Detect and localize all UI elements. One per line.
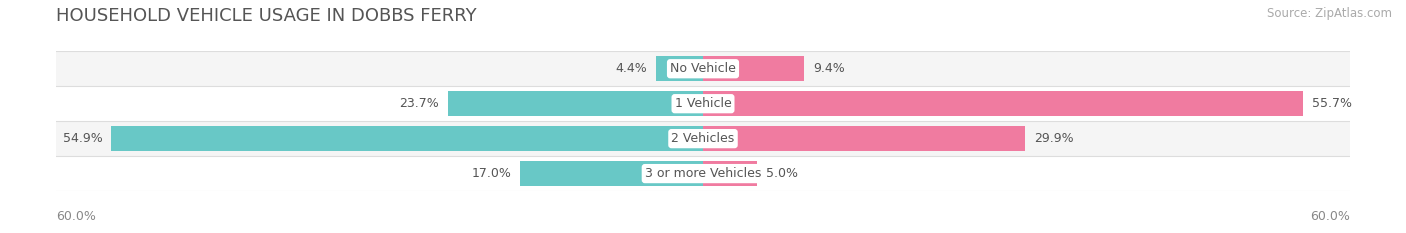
Text: 9.4%: 9.4% xyxy=(813,62,845,75)
Bar xyxy=(703,56,804,81)
Text: 5.0%: 5.0% xyxy=(765,167,797,180)
Text: 54.9%: 54.9% xyxy=(63,132,103,145)
Text: 3 or more Vehicles: 3 or more Vehicles xyxy=(645,167,761,180)
Text: Source: ZipAtlas.com: Source: ZipAtlas.com xyxy=(1267,7,1392,20)
Text: 60.0%: 60.0% xyxy=(56,210,96,223)
Text: 4.4%: 4.4% xyxy=(616,62,647,75)
Bar xyxy=(56,121,1350,156)
Text: 23.7%: 23.7% xyxy=(399,97,439,110)
Bar xyxy=(447,91,703,116)
Bar xyxy=(703,161,756,186)
Text: 60.0%: 60.0% xyxy=(1310,210,1350,223)
Text: 17.0%: 17.0% xyxy=(471,167,512,180)
Text: 1 Vehicle: 1 Vehicle xyxy=(675,97,731,110)
Bar xyxy=(56,156,1350,191)
Bar xyxy=(655,56,703,81)
Bar xyxy=(56,86,1350,121)
Text: 29.9%: 29.9% xyxy=(1033,132,1074,145)
Text: 2 Vehicles: 2 Vehicles xyxy=(672,132,734,145)
Bar xyxy=(703,126,1025,151)
Bar xyxy=(111,126,703,151)
Bar xyxy=(703,91,1303,116)
Text: No Vehicle: No Vehicle xyxy=(671,62,735,75)
Bar xyxy=(520,161,703,186)
Text: 55.7%: 55.7% xyxy=(1312,97,1353,110)
Text: HOUSEHOLD VEHICLE USAGE IN DOBBS FERRY: HOUSEHOLD VEHICLE USAGE IN DOBBS FERRY xyxy=(56,7,477,25)
Bar xyxy=(56,51,1350,86)
